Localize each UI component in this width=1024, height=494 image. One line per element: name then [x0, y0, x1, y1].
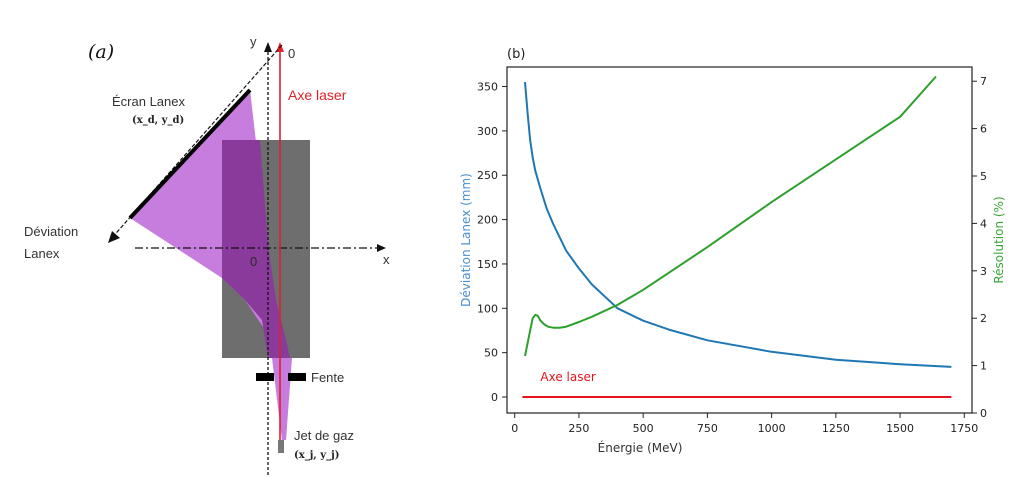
- y-tick-label: 250: [477, 169, 498, 182]
- top-origin-label: 0: [288, 46, 295, 61]
- y-right-tick-label: 4: [980, 217, 987, 230]
- gas-jet-label: Jet de gaz: [294, 428, 354, 443]
- y-right-tick-label: 2: [980, 312, 987, 325]
- x-tick-label: 750: [697, 422, 718, 435]
- annotation-label: Axe laser: [540, 370, 595, 384]
- gas-jet: [278, 440, 284, 453]
- gas-jet-coords: (x_j, y_j): [294, 450, 339, 461]
- x-axis-arrow-icon: [377, 244, 386, 252]
- y-tick-label: 350: [477, 81, 498, 94]
- slit-label: Fente: [311, 370, 344, 385]
- series-line-d-viation-lanex: [524, 82, 952, 368]
- y-right-tick-label: 0: [980, 407, 987, 420]
- slit-left-jaw: [256, 373, 274, 381]
- deviation-label-line2: Lanex: [24, 246, 60, 261]
- y-axis-arrow-icon: [264, 42, 272, 52]
- laser-axis-label: Axe laser: [288, 87, 347, 103]
- y-right-tick-label: 5: [980, 170, 987, 183]
- panel-label-b: (b): [507, 47, 525, 62]
- y-axis-title-left: Déviation Lanex (mm): [459, 173, 473, 307]
- x-tick-label: 1500: [886, 422, 914, 435]
- y-axis-title-right: Résolution (%): [992, 196, 1006, 283]
- x-tick-label: 500: [633, 422, 654, 435]
- origin-label: 0: [250, 254, 257, 269]
- x-tick-label: 1750: [950, 422, 978, 435]
- x-axis-label: x: [383, 252, 390, 267]
- slit-right-jaw: [288, 373, 306, 381]
- x-tick-label: 1000: [758, 422, 786, 435]
- x-tick-label: 250: [568, 422, 589, 435]
- y-tick-label: 300: [477, 125, 498, 138]
- plot-frame: [506, 66, 973, 414]
- y-tick-label: 0: [491, 391, 498, 404]
- beam-magnet-overlap: [222, 140, 290, 358]
- x-axis-title: Énergie (MeV): [598, 440, 683, 455]
- y-tick-label: 50: [484, 347, 498, 360]
- screen-coords: (x_d, y_d): [132, 115, 184, 126]
- y-tick-label: 200: [477, 214, 498, 227]
- y-tick-label: 100: [477, 302, 498, 315]
- y-right-tick-label: 1: [980, 360, 987, 373]
- y-right-tick-label: 6: [980, 123, 987, 136]
- deviation-label-line1: Déviation: [24, 224, 78, 239]
- y-right-tick-label: 3: [980, 265, 987, 278]
- screen-label: Écran Lanex: [112, 94, 185, 109]
- x-tick-label: 0: [511, 422, 518, 435]
- y-axis-label: y: [250, 34, 257, 49]
- beam-tail: [272, 358, 292, 440]
- x-tick-label: 1250: [822, 422, 850, 435]
- lanex-screen: [128, 88, 252, 220]
- series-line-r-solution: [524, 75, 937, 357]
- panel-label-a: (a): [88, 41, 114, 63]
- deviation-arrow-icon: [108, 231, 120, 243]
- diagram-a: (a) y 0 Axe laser Écran Lanex (x_d, y_d)…: [24, 34, 390, 475]
- y-right-tick-label: 7: [980, 75, 987, 88]
- y-tick-label: 150: [477, 258, 498, 271]
